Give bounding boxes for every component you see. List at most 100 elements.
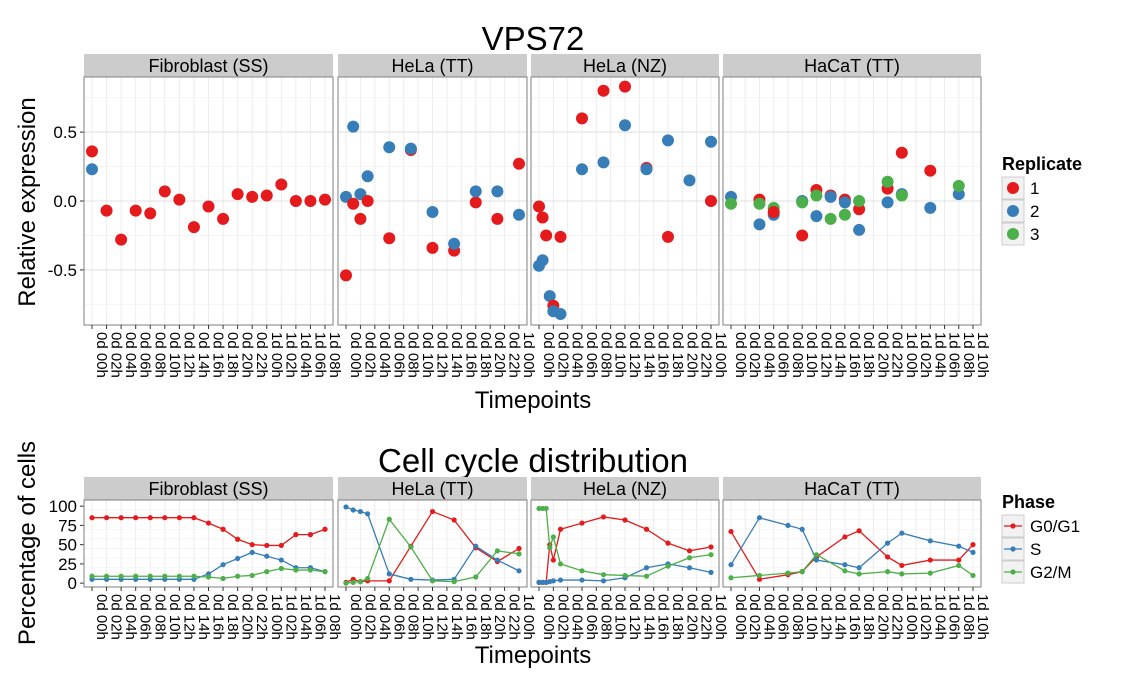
- legend-key-marker: [1007, 205, 1019, 217]
- legend-key-marker: [1007, 228, 1019, 240]
- series-point-s: [884, 540, 891, 546]
- series-point-g0-g1: [103, 515, 110, 521]
- series-point-g0-g1: [686, 548, 693, 554]
- series-point-g0-g1: [205, 520, 212, 526]
- data-point-1: [354, 212, 367, 225]
- xtick-label: 0d 14h: [195, 594, 212, 640]
- xtick-label: 1d 06h: [311, 594, 328, 640]
- xtick-label: 0d 18h: [860, 332, 877, 378]
- cellcycle-ytick-label: 50: [58, 536, 77, 555]
- data-point-1: [513, 157, 525, 170]
- xtick-label: 0d 00h: [347, 594, 364, 640]
- data-point-2: [347, 120, 360, 133]
- series-point-g0-g1: [220, 526, 226, 532]
- legend-label: 1: [1030, 179, 1039, 198]
- series-point-g2-m: [899, 571, 905, 577]
- series-point-g2-m: [494, 548, 500, 554]
- legend-entry-s: S: [1001, 537, 1041, 561]
- xtick-label: 0d 22h: [889, 594, 906, 640]
- series-point-s: [756, 515, 763, 521]
- xtick-label: 0d 20h: [239, 332, 256, 378]
- data-point-1: [597, 84, 610, 97]
- xtick-label: 0d 08h: [597, 594, 614, 640]
- series-point-g2-m: [622, 572, 628, 579]
- series-point-g2-m: [278, 565, 284, 572]
- xtick-label: 0d 04h: [760, 332, 777, 378]
- xtick-label: 0d 02h: [361, 332, 378, 378]
- top-chart-title: VPS72: [482, 20, 585, 57]
- data-point-1: [469, 196, 482, 209]
- series-point-g2-m: [103, 573, 110, 579]
- xtick-label: 1d 04h: [931, 332, 948, 378]
- data-point-1: [340, 269, 352, 282]
- data-point-1: [275, 178, 288, 191]
- series-line-s: [730, 516, 974, 569]
- series-point-s: [708, 569, 714, 575]
- series-point-s: [494, 557, 500, 563]
- xtick-label: 1d 04h: [297, 594, 314, 640]
- xtick-label: 0d 16h: [462, 332, 479, 378]
- cellcycle-ytick-label: 25: [58, 555, 77, 574]
- xtick-label: 0d 12h: [434, 332, 451, 378]
- panel-strip-label: HeLa (TT): [391, 56, 473, 76]
- panel-border: [722, 76, 982, 326]
- data-point-2: [662, 134, 674, 147]
- xtick-label: 1d 02h: [282, 594, 299, 640]
- series-point-g0-g1: [643, 526, 650, 532]
- series-point-g2-m: [539, 505, 546, 512]
- top-legend-title: Replicate: [1002, 154, 1082, 174]
- series-point-g0-g1: [970, 542, 976, 548]
- xtick-label: 0d 04h: [122, 332, 139, 378]
- data-point-3: [725, 197, 737, 210]
- panel-strip: [723, 477, 981, 500]
- legend-entry-2: 2: [1001, 199, 1039, 223]
- series-point-s: [249, 549, 255, 555]
- data-point-1: [536, 211, 549, 224]
- xtick-label: 0d 14h: [832, 594, 849, 640]
- series-point-g0-g1: [600, 514, 607, 520]
- series-point-g2-m: [956, 562, 962, 569]
- xtick-label: 0d 12h: [817, 332, 834, 378]
- data-point-3: [753, 197, 766, 210]
- xtick-label: 1d 06h: [311, 332, 328, 378]
- series-point-s: [686, 565, 693, 571]
- series-point-s: [539, 579, 546, 585]
- series-point-g0-g1: [728, 528, 734, 535]
- series-point-g2-m: [550, 534, 556, 540]
- data-point-3: [796, 196, 809, 209]
- xtick-label: 0d 18h: [669, 594, 686, 640]
- xtick-label: 0d 14h: [640, 332, 657, 378]
- xtick-label: 0d 22h: [889, 332, 906, 378]
- xtick-label: 0d 02h: [746, 332, 763, 378]
- data-point-3: [810, 189, 823, 202]
- xtick-label: 0d 04h: [376, 594, 393, 640]
- data-point-2: [554, 307, 567, 320]
- series-point-s: [579, 577, 585, 583]
- xtick-label: 0d 12h: [817, 594, 834, 640]
- series-point-g0-g1: [386, 578, 392, 584]
- series-point-g0-g1: [708, 544, 714, 550]
- series-point-s: [550, 578, 556, 584]
- data-point-2: [469, 185, 482, 198]
- data-point-1: [895, 146, 908, 159]
- data-point-3: [952, 179, 965, 192]
- xtick-label: 0d 18h: [477, 594, 494, 640]
- legend-label: 2: [1030, 202, 1039, 221]
- series-point-g2-m: [547, 545, 553, 551]
- data-point-1: [426, 241, 439, 254]
- xtick-label: 0d 14h: [640, 594, 657, 640]
- series-point-g0-g1: [927, 557, 933, 563]
- legend-label: 3: [1030, 225, 1039, 244]
- data-point-1: [158, 185, 171, 198]
- xtick-label: 0d 14h: [832, 332, 849, 378]
- xtick-label: 0d 20h: [874, 332, 891, 378]
- data-point-1: [187, 221, 200, 234]
- xtick-label: 0d 22h: [506, 594, 523, 640]
- series-point-g2-m: [89, 573, 95, 579]
- xtick-label: 0d 08h: [405, 594, 422, 640]
- series-point-s: [235, 555, 241, 562]
- top-chart-xlabel: Timepoints: [475, 387, 591, 414]
